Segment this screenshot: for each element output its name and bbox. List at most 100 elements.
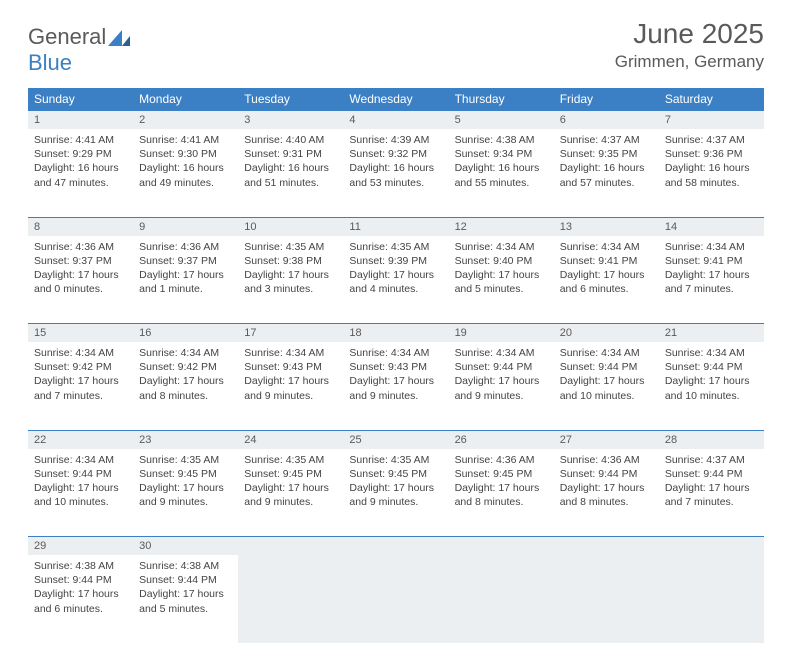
weekday-header: Friday (554, 88, 659, 111)
daynum-cell: 3 (238, 111, 343, 130)
sunset-text: Sunset: 9:44 PM (665, 467, 758, 481)
day-cell: Sunrise: 4:37 AMSunset: 9:36 PMDaylight:… (659, 129, 764, 217)
sunrise-text: Sunrise: 4:34 AM (455, 346, 548, 360)
sunset-text: Sunset: 9:31 PM (244, 147, 337, 161)
sunrise-text: Sunrise: 4:35 AM (349, 240, 442, 254)
day-cell: Sunrise: 4:35 AMSunset: 9:45 PMDaylight:… (238, 449, 343, 537)
sunset-text: Sunset: 9:41 PM (665, 254, 758, 268)
daynum-cell: 25 (343, 430, 448, 449)
week-row: Sunrise: 4:34 AMSunset: 9:44 PMDaylight:… (28, 449, 764, 537)
day-content: Sunrise: 4:34 AMSunset: 9:44 PMDaylight:… (28, 449, 133, 516)
logo-triangle-icon (108, 30, 130, 46)
day-cell: Sunrise: 4:39 AMSunset: 9:32 PMDaylight:… (343, 129, 448, 217)
sunset-text: Sunset: 9:44 PM (139, 573, 232, 587)
sunrise-text: Sunrise: 4:38 AM (139, 559, 232, 573)
daynum-cell: 7 (659, 111, 764, 130)
day-cell: Sunrise: 4:41 AMSunset: 9:29 PMDaylight:… (28, 129, 133, 217)
logo-word-blue: Blue (28, 50, 72, 75)
daynum-row: 15161718192021 (28, 324, 764, 343)
location-label: Grimmen, Germany (615, 52, 764, 72)
sunset-text: Sunset: 9:40 PM (455, 254, 548, 268)
sunrise-text: Sunrise: 4:41 AM (34, 133, 127, 147)
day-number: 16 (133, 324, 238, 342)
logo: General Blue (28, 24, 130, 76)
sunset-text: Sunset: 9:44 PM (34, 467, 127, 481)
day-content: Sunrise: 4:35 AMSunset: 9:45 PMDaylight:… (133, 449, 238, 516)
daylight-text: Daylight: 17 hours and 8 minutes. (560, 481, 653, 509)
day-content: Sunrise: 4:34 AMSunset: 9:42 PMDaylight:… (133, 342, 238, 409)
daylight-text: Daylight: 17 hours and 9 minutes. (349, 374, 442, 402)
daylight-text: Daylight: 17 hours and 5 minutes. (139, 587, 232, 615)
day-content: Sunrise: 4:36 AMSunset: 9:37 PMDaylight:… (28, 236, 133, 303)
day-content: Sunrise: 4:34 AMSunset: 9:44 PMDaylight:… (449, 342, 554, 409)
weekday-header: Thursday (449, 88, 554, 111)
day-content: Sunrise: 4:34 AMSunset: 9:41 PMDaylight:… (554, 236, 659, 303)
daynum-cell: 24 (238, 430, 343, 449)
sunrise-text: Sunrise: 4:34 AM (665, 240, 758, 254)
day-cell: Sunrise: 4:34 AMSunset: 9:43 PMDaylight:… (343, 342, 448, 430)
sunset-text: Sunset: 9:45 PM (349, 467, 442, 481)
day-cell: Sunrise: 4:34 AMSunset: 9:44 PMDaylight:… (28, 449, 133, 537)
daynum-cell (343, 537, 448, 556)
day-number: 12 (449, 218, 554, 236)
day-content: Sunrise: 4:37 AMSunset: 9:36 PMDaylight:… (659, 129, 764, 196)
day-content: Sunrise: 4:34 AMSunset: 9:43 PMDaylight:… (343, 342, 448, 409)
daynum-cell: 5 (449, 111, 554, 130)
daynum-cell: 16 (133, 324, 238, 343)
logo-word-general: General (28, 24, 106, 49)
month-title: June 2025 (615, 18, 764, 50)
day-number: 17 (238, 324, 343, 342)
calendar-table: Sunday Monday Tuesday Wednesday Thursday… (28, 88, 764, 643)
sunset-text: Sunset: 9:45 PM (244, 467, 337, 481)
daylight-text: Daylight: 17 hours and 0 minutes. (34, 268, 127, 296)
day-content: Sunrise: 4:34 AMSunset: 9:43 PMDaylight:… (238, 342, 343, 409)
sunrise-text: Sunrise: 4:37 AM (665, 453, 758, 467)
sunset-text: Sunset: 9:39 PM (349, 254, 442, 268)
day-content: Sunrise: 4:39 AMSunset: 9:32 PMDaylight:… (343, 129, 448, 196)
day-cell: Sunrise: 4:34 AMSunset: 9:44 PMDaylight:… (554, 342, 659, 430)
daylight-text: Daylight: 16 hours and 58 minutes. (665, 161, 758, 189)
daylight-text: Daylight: 16 hours and 55 minutes. (455, 161, 548, 189)
sunrise-text: Sunrise: 4:35 AM (244, 453, 337, 467)
sunset-text: Sunset: 9:45 PM (455, 467, 548, 481)
daynum-row: 22232425262728 (28, 430, 764, 449)
sunrise-text: Sunrise: 4:36 AM (455, 453, 548, 467)
day-number: 19 (449, 324, 554, 342)
day-number: 24 (238, 431, 343, 449)
daylight-text: Daylight: 17 hours and 10 minutes. (665, 374, 758, 402)
daynum-row: 1234567 (28, 111, 764, 130)
sunset-text: Sunset: 9:44 PM (455, 360, 548, 374)
day-cell (238, 555, 343, 643)
sunset-text: Sunset: 9:35 PM (560, 147, 653, 161)
day-cell: Sunrise: 4:34 AMSunset: 9:44 PMDaylight:… (449, 342, 554, 430)
daynum-cell: 13 (554, 217, 659, 236)
sunset-text: Sunset: 9:30 PM (139, 147, 232, 161)
sunset-text: Sunset: 9:36 PM (665, 147, 758, 161)
day-cell: Sunrise: 4:37 AMSunset: 9:44 PMDaylight:… (659, 449, 764, 537)
daylight-text: Daylight: 16 hours and 51 minutes. (244, 161, 337, 189)
sunrise-text: Sunrise: 4:40 AM (244, 133, 337, 147)
weekday-header-row: Sunday Monday Tuesday Wednesday Thursday… (28, 88, 764, 111)
day-cell: Sunrise: 4:38 AMSunset: 9:44 PMDaylight:… (28, 555, 133, 643)
daylight-text: Daylight: 17 hours and 9 minutes. (244, 374, 337, 402)
daylight-text: Daylight: 17 hours and 8 minutes. (455, 481, 548, 509)
day-cell: Sunrise: 4:35 AMSunset: 9:45 PMDaylight:… (133, 449, 238, 537)
daynum-cell (238, 537, 343, 556)
daylight-text: Daylight: 17 hours and 9 minutes. (349, 481, 442, 509)
daynum-cell: 29 (28, 537, 133, 556)
day-cell: Sunrise: 4:34 AMSunset: 9:42 PMDaylight:… (133, 342, 238, 430)
sunrise-text: Sunrise: 4:34 AM (139, 346, 232, 360)
sunset-text: Sunset: 9:43 PM (349, 360, 442, 374)
day-cell: Sunrise: 4:41 AMSunset: 9:30 PMDaylight:… (133, 129, 238, 217)
day-number: 23 (133, 431, 238, 449)
title-block: June 2025 Grimmen, Germany (615, 18, 764, 72)
day-cell (554, 555, 659, 643)
day-number: 27 (554, 431, 659, 449)
day-cell: Sunrise: 4:35 AMSunset: 9:45 PMDaylight:… (343, 449, 448, 537)
day-cell: Sunrise: 4:36 AMSunset: 9:37 PMDaylight:… (28, 236, 133, 324)
daynum-cell: 9 (133, 217, 238, 236)
daynum-cell: 10 (238, 217, 343, 236)
day-content: Sunrise: 4:34 AMSunset: 9:41 PMDaylight:… (659, 236, 764, 303)
day-cell: Sunrise: 4:36 AMSunset: 9:37 PMDaylight:… (133, 236, 238, 324)
daylight-text: Daylight: 17 hours and 4 minutes. (349, 268, 442, 296)
